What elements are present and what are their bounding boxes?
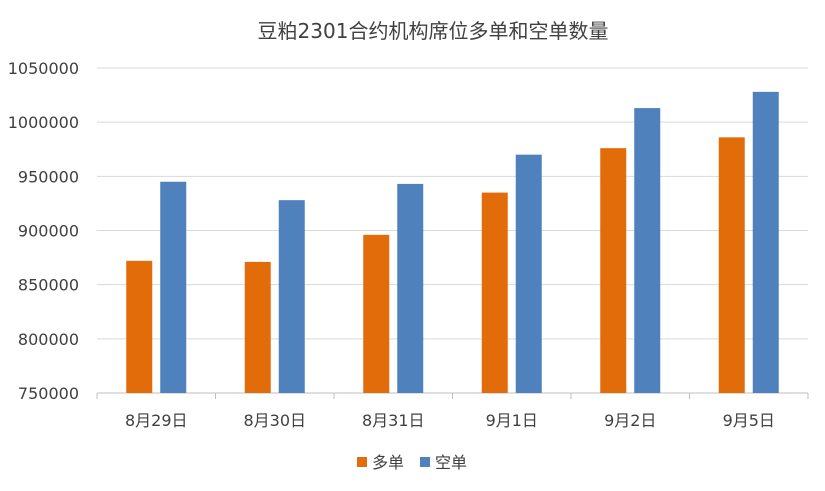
y-tick-label: 950000 bbox=[18, 167, 79, 186]
legend-item: 空单 bbox=[420, 453, 467, 472]
bar-long bbox=[363, 234, 390, 393]
bar-short bbox=[634, 108, 661, 393]
chart-title: 豆粕2301合约机构席位多单和空单数量 bbox=[258, 19, 609, 43]
bar-short bbox=[160, 181, 187, 393]
y-tick-label: 800000 bbox=[18, 330, 79, 349]
x-tick-label: 9月5日 bbox=[723, 411, 775, 430]
legend: 多单 空单 bbox=[357, 453, 467, 472]
y-tick-label: 850000 bbox=[18, 276, 79, 295]
bar-short bbox=[397, 183, 424, 393]
x-tick-label: 9月1日 bbox=[486, 411, 538, 430]
bar-long bbox=[126, 260, 153, 393]
legend-label: 空单 bbox=[435, 453, 467, 472]
bar-long bbox=[481, 192, 508, 393]
y-tick-label: 900000 bbox=[18, 222, 79, 241]
x-tick-label: 8月29日 bbox=[125, 411, 188, 430]
y-tick-label: 1000000 bbox=[8, 113, 79, 132]
legend-label: 多单 bbox=[372, 453, 404, 472]
legend-item: 多单 bbox=[357, 453, 404, 472]
x-axis-ticks: 8月29日 8月30日 8月31日 9月1日 9月2日 9月5日 bbox=[125, 411, 775, 430]
x-tick-label: 9月2日 bbox=[604, 411, 656, 430]
y-axis-ticks: 750000 800000 850000 900000 950000 1000000 105… bbox=[8, 59, 79, 403]
bar-long bbox=[718, 137, 745, 393]
bar-short bbox=[515, 154, 542, 393]
y-tick-label: 750000 bbox=[18, 384, 79, 403]
y-tick-label: 1050000 bbox=[8, 59, 79, 78]
bar-short bbox=[752, 91, 779, 393]
bar-short bbox=[278, 200, 305, 393]
bars bbox=[126, 91, 779, 393]
legend-swatch bbox=[420, 457, 430, 467]
bar-long bbox=[244, 261, 271, 393]
gridlines bbox=[96, 67, 809, 399]
x-tick-label: 8月30日 bbox=[243, 411, 306, 430]
x-tick-label: 8月31日 bbox=[362, 411, 425, 430]
bar-long bbox=[600, 148, 627, 393]
legend-swatch bbox=[357, 457, 367, 467]
